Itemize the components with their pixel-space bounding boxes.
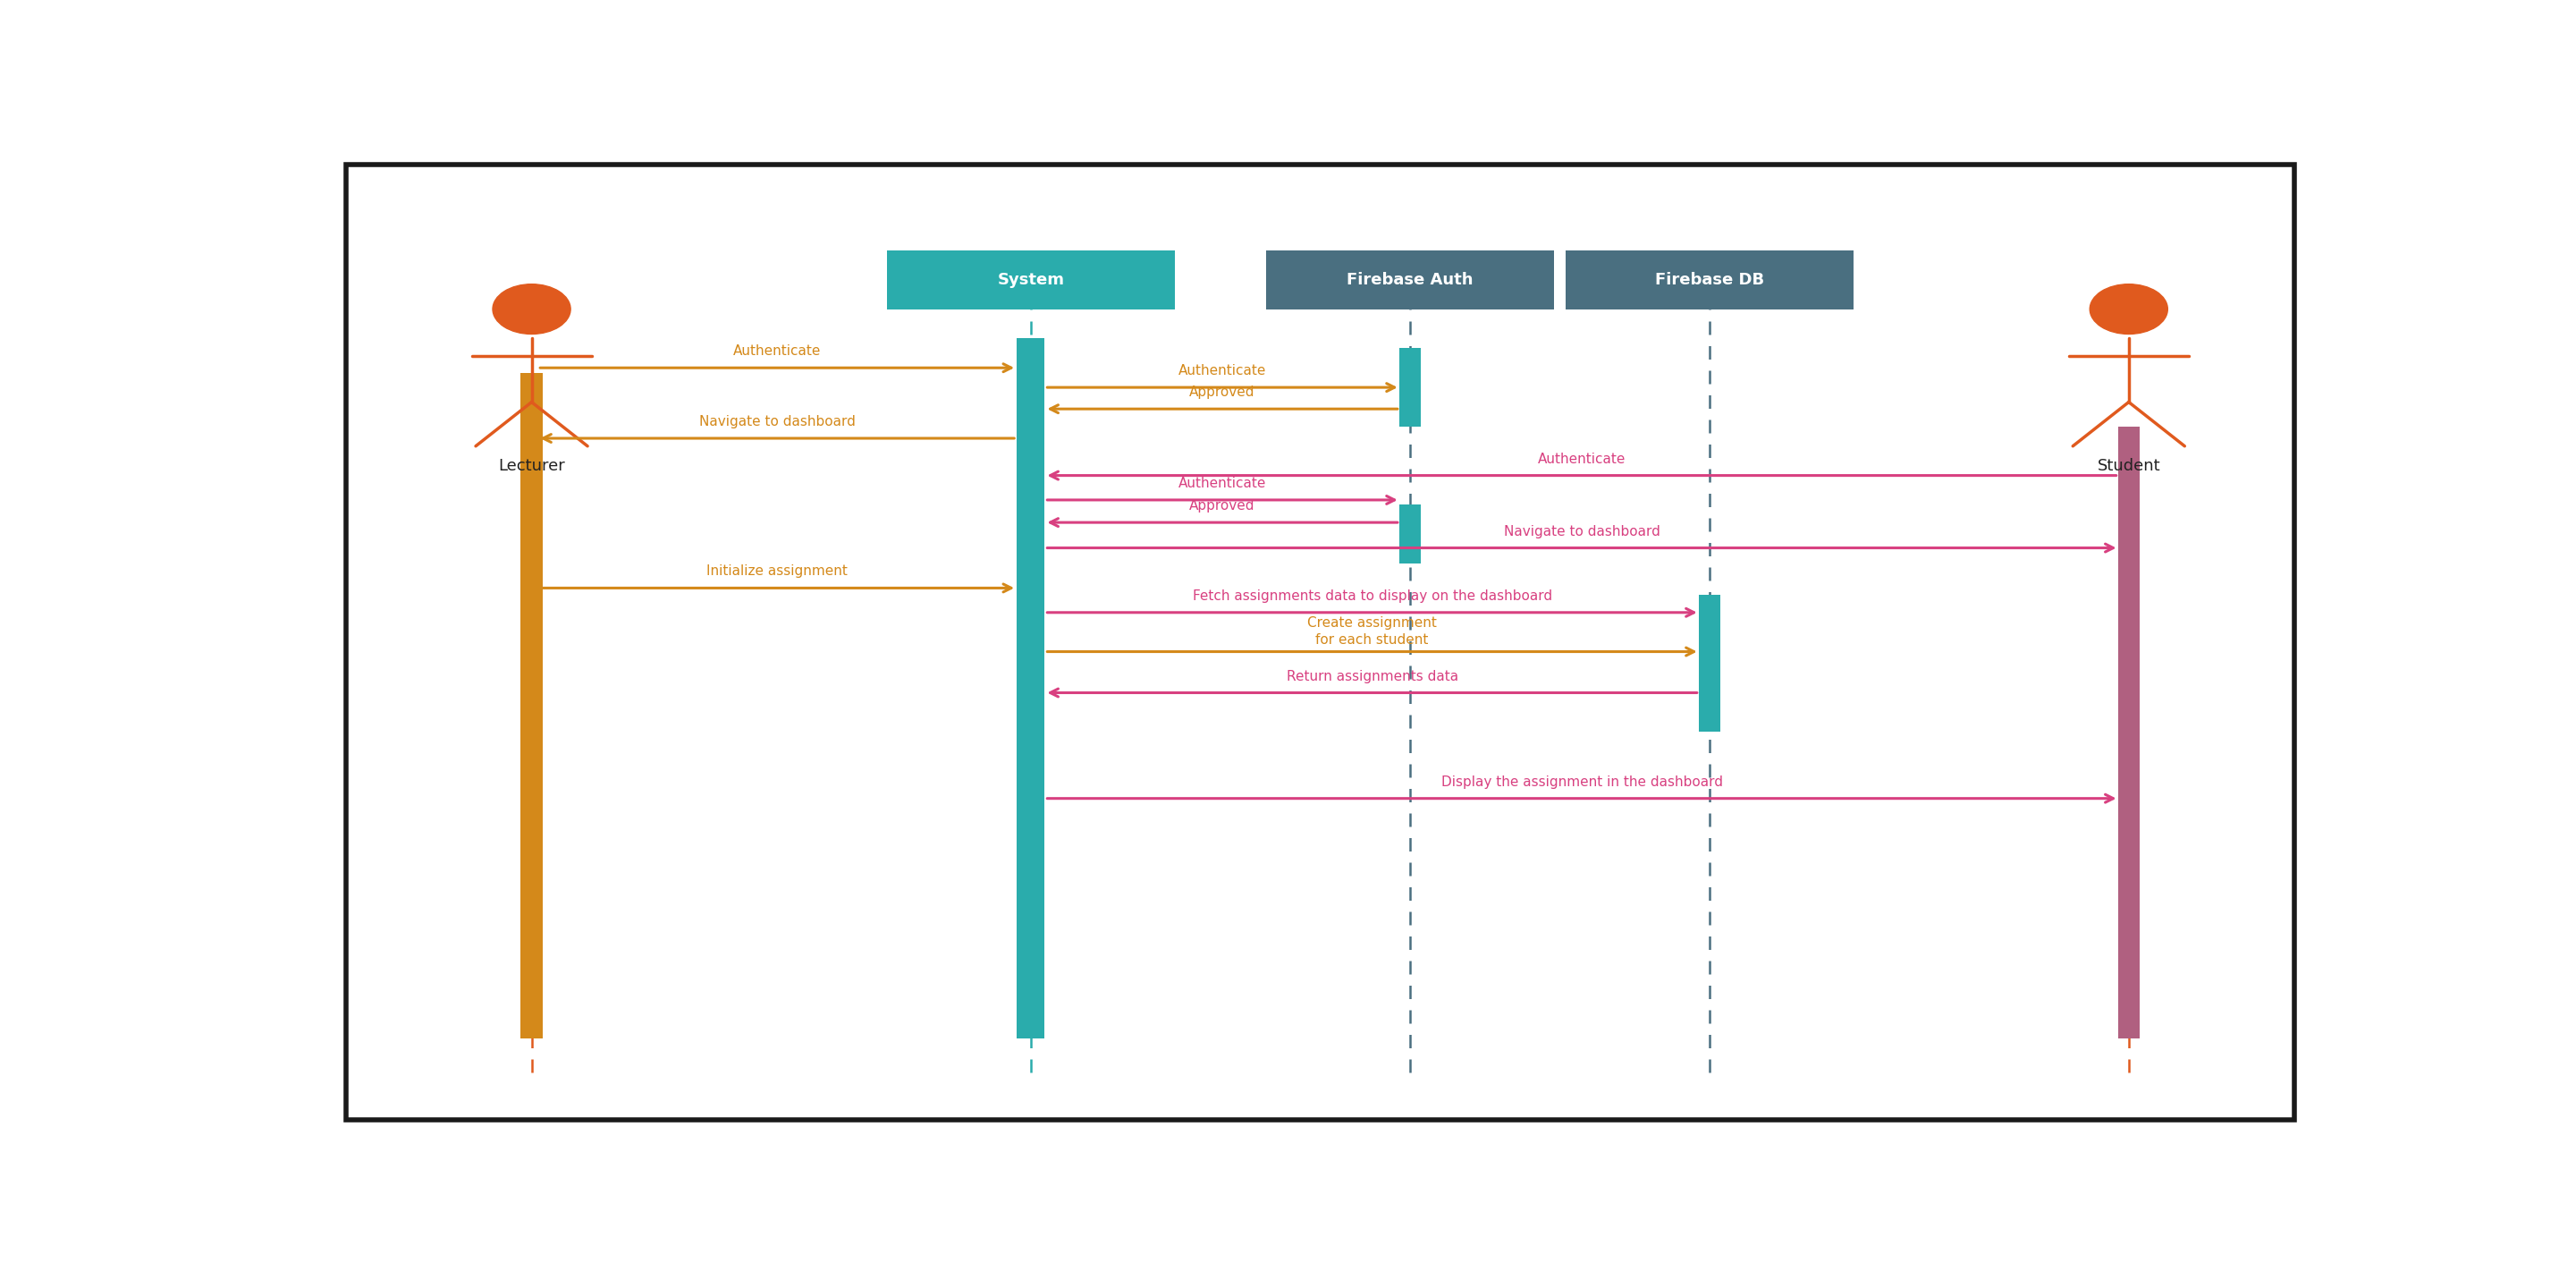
Text: Fetch assignments data to display on the dashboard: Fetch assignments data to display on the… xyxy=(1193,590,1551,602)
Bar xyxy=(1566,250,1852,309)
Text: Return assignments data: Return assignments data xyxy=(1285,670,1458,683)
Ellipse shape xyxy=(2089,285,2166,334)
Text: Navigate to dashboard: Navigate to dashboard xyxy=(698,416,855,428)
Text: Firebase DB: Firebase DB xyxy=(1654,272,1765,287)
Text: Display the assignment in the dashboard: Display the assignment in the dashboard xyxy=(1440,775,1723,788)
Bar xyxy=(1267,250,1553,309)
Bar xyxy=(520,372,544,1038)
Ellipse shape xyxy=(492,285,569,334)
Text: Approved: Approved xyxy=(1190,500,1255,512)
Text: System: System xyxy=(997,272,1064,287)
Bar xyxy=(1018,338,1046,1038)
Text: Approved: Approved xyxy=(1190,385,1255,399)
Text: Authenticate: Authenticate xyxy=(1177,365,1267,377)
Text: Lecturer: Lecturer xyxy=(497,458,564,474)
Text: Firebase Auth: Firebase Auth xyxy=(1347,272,1473,287)
Bar xyxy=(2117,427,2141,1038)
Bar xyxy=(1399,505,1422,563)
Text: Authenticate: Authenticate xyxy=(1177,477,1267,491)
Text: Authenticate: Authenticate xyxy=(734,344,822,358)
Text: Create assignment
for each student: Create assignment for each student xyxy=(1309,616,1437,647)
Text: Navigate to dashboard: Navigate to dashboard xyxy=(1504,525,1659,538)
Text: Authenticate: Authenticate xyxy=(1538,452,1625,465)
Bar xyxy=(1399,348,1422,427)
Bar xyxy=(886,250,1175,309)
Text: Initialize assignment: Initialize assignment xyxy=(706,564,848,578)
Bar xyxy=(1698,595,1721,732)
Text: Student: Student xyxy=(2097,458,2161,474)
